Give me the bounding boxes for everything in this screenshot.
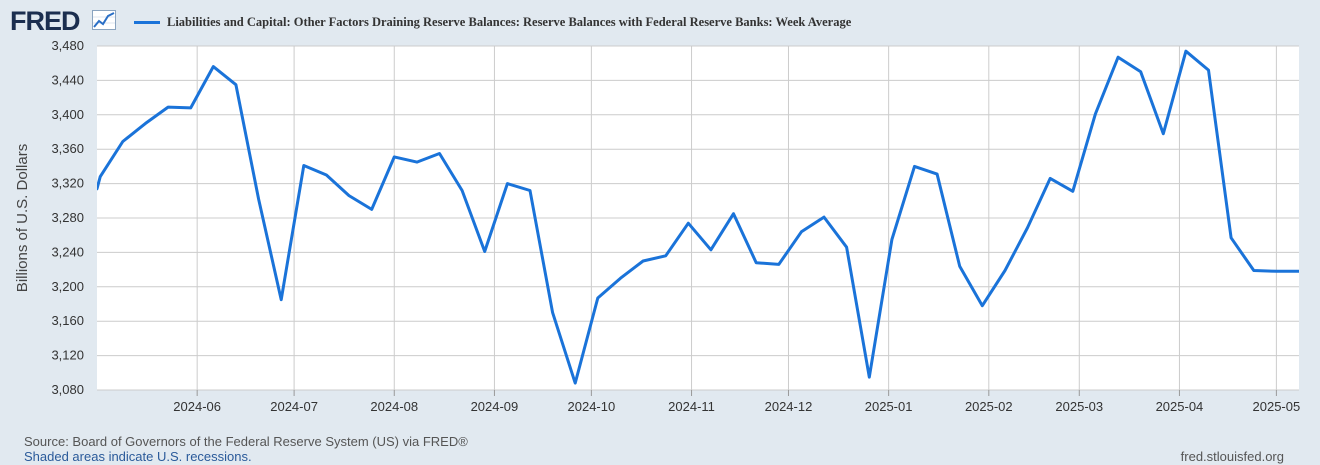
x-tick-label: 2024-06 [173, 399, 221, 414]
y-axis-ticks: 3,080 3,120 3,160 3,200 3,240 3,280 3,320 3,360… [51, 38, 84, 397]
x-tick-label: 2024-10 [568, 399, 616, 414]
x-tick-label: 2024-11 [668, 399, 715, 414]
x-tick-label: 2024-07 [270, 399, 318, 414]
y-tick-label: 3,400 [51, 107, 84, 122]
x-tick-label: 2025-03 [1055, 399, 1103, 414]
x-tick-label: 2025-02 [965, 399, 1013, 414]
y-tick-label: 3,200 [51, 279, 84, 294]
series-line[interactable] [97, 49, 1299, 385]
legend-series-title[interactable]: Liabilities and Capital: Other Factors D… [167, 15, 852, 29]
x-tick-label: 2025-01 [865, 399, 913, 414]
y-tick-label: 3,160 [51, 313, 84, 328]
chart-header: FRED Liabilities and Capital: Other Fact… [10, 6, 1310, 36]
fred-graph-icon [92, 10, 116, 30]
y-tick-label: 3,480 [51, 38, 84, 53]
x-tick-label: 2024-12 [765, 399, 813, 414]
site-link[interactable]: fred.stlouisfed.org [1180, 449, 1284, 464]
y-tick-label: 3,280 [51, 210, 84, 225]
y-tick-label: 3,080 [51, 382, 84, 397]
recession-note[interactable]: Shaded areas indicate U.S. recessions. [24, 449, 252, 464]
x-tick-label: 2024-08 [370, 399, 418, 414]
y-tick-label: 3,240 [51, 244, 84, 259]
x-tick-label: 2024-09 [471, 399, 519, 414]
fred-logo[interactable]: FRED [10, 6, 80, 36]
legend-line-swatch [134, 21, 160, 24]
y-tick-label: 3,360 [51, 141, 84, 156]
x-axis-ticks: 2024-06 2024-07 2024-08 2024-09 2024-10 2024-… [173, 390, 1300, 414]
x-tick-label: 2025-04 [1156, 399, 1204, 414]
y-tick-label: 3,440 [51, 72, 84, 87]
source-note[interactable]: Source: Board of Governors of the Federa… [24, 434, 468, 449]
grid-lines [97, 45, 1299, 391]
y-tick-label: 3,120 [51, 348, 84, 363]
y-tick-label: 3,320 [51, 176, 84, 191]
y-axis-label: Billions of U.S. Dollars [14, 144, 31, 292]
x-tick-label: 2025-05 [1253, 399, 1301, 414]
series-lines [97, 49, 1299, 385]
